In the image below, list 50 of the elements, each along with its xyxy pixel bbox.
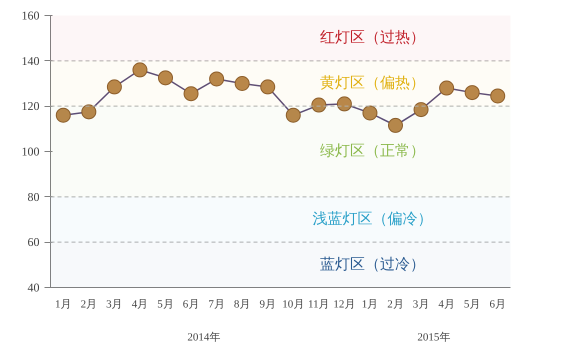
point bbox=[414, 102, 429, 118]
band-label: 浅蓝灯区（偏冷） bbox=[312, 210, 432, 228]
x-tick-label: 9月 bbox=[259, 298, 276, 310]
point bbox=[260, 79, 276, 94]
x-tick-label: 4月 bbox=[132, 298, 148, 310]
x-tick-label: 10月 bbox=[282, 298, 304, 310]
point bbox=[439, 80, 454, 96]
point bbox=[81, 104, 96, 120]
y-tick-label: 140 bbox=[22, 54, 40, 68]
x-tick-label: 1月 bbox=[362, 298, 378, 310]
point bbox=[490, 88, 506, 104]
x-tick-label: 12月 bbox=[333, 298, 356, 310]
y-tick-label: 60 bbox=[28, 235, 40, 250]
x-tick-label: 5月 bbox=[464, 298, 480, 310]
x-tick-label: 2月 bbox=[387, 298, 404, 310]
x-tick-label: 4月 bbox=[438, 298, 455, 310]
point bbox=[234, 76, 250, 91]
point bbox=[464, 85, 480, 100]
y-tick-label: 80 bbox=[28, 190, 40, 204]
text: 2015年 bbox=[417, 332, 450, 344]
text: 2014年 bbox=[187, 332, 220, 344]
x-tick-label: 3月 bbox=[106, 298, 123, 310]
y-tick-label: 160 bbox=[22, 8, 40, 22]
point bbox=[184, 86, 199, 102]
x-tick-label: 11月 bbox=[308, 298, 330, 310]
point bbox=[209, 71, 224, 86]
y-tick-label: 100 bbox=[22, 144, 40, 158]
point bbox=[56, 108, 71, 123]
x-tick-label: 1月 bbox=[55, 298, 72, 310]
point bbox=[158, 70, 173, 86]
band-label: 绿灯区（正常） bbox=[320, 142, 425, 160]
band-label: 蓝灯区（过冷） bbox=[320, 256, 425, 273]
x-tick-label: 8月 bbox=[234, 298, 250, 310]
point bbox=[388, 118, 403, 133]
point bbox=[132, 62, 148, 78]
x-tick-label: 7月 bbox=[208, 298, 225, 310]
band-label: 红灯区（过热） bbox=[320, 29, 425, 46]
point bbox=[362, 105, 378, 120]
point bbox=[106, 79, 122, 94]
point bbox=[311, 98, 326, 113]
point bbox=[286, 108, 301, 123]
x-tick-label: 3月 bbox=[412, 298, 430, 310]
y-tick-label: 40 bbox=[28, 280, 40, 294]
point bbox=[336, 96, 352, 112]
x-tick-label: 2月 bbox=[80, 298, 98, 310]
band-label: 黄灯区（偏热） bbox=[320, 74, 425, 92]
y-tick-label: 120 bbox=[22, 99, 40, 114]
x-tick-label: 5月 bbox=[157, 298, 174, 310]
x-tick-label: 6月 bbox=[489, 298, 506, 310]
x-tick-label: 6月 bbox=[182, 298, 200, 310]
